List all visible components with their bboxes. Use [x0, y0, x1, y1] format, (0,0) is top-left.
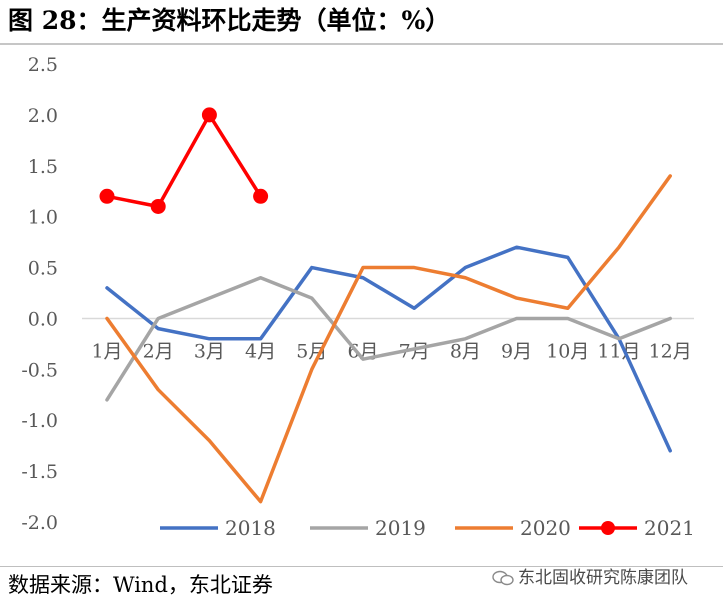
footer-divider [0, 566, 723, 567]
line-chart: 2.5 2.0 1.5 1.0 0.5 0.0 -0.5 -1.0 -1.5 -2.0 1月 2月 3… [21, 54, 695, 540]
y-tick-label: 2.0 [28, 105, 58, 127]
x-tick-label: 11月 [597, 340, 640, 362]
chart-legend: 2018 2019 2020 2021 [160, 516, 695, 540]
data-point-2021 [150, 198, 166, 214]
legend-item-2020: 2020 [455, 516, 571, 540]
watermark: 东北固收研究陈康团队 [492, 566, 688, 590]
title-divider [0, 43, 723, 45]
y-tick-label: -0.5 [21, 359, 58, 381]
y-tick-label: 0.0 [28, 308, 58, 330]
figure-title: 图 28：生产资料环比走势（单位：%） [8, 6, 451, 35]
series-2020 [105, 174, 672, 504]
y-tick-label: 0.5 [28, 258, 58, 280]
series-line-2020 [105, 174, 672, 504]
legend-item-2019: 2019 [310, 516, 426, 540]
y-tick-label: 2.5 [28, 54, 58, 76]
y-axis-ticks: 2.5 2.0 1.5 1.0 0.5 0.0 -0.5 -1.0 -1.5 -2.0 [21, 54, 58, 534]
series-line-2018 [105, 245, 672, 453]
x-tick-label: 12月 [649, 340, 692, 362]
x-tick-label: 8月 [450, 340, 481, 362]
x-tick-label: 1月 [91, 340, 122, 362]
legend-item-2018: 2018 [160, 516, 276, 540]
source-note: 数据来源：Wind，东北证券 [8, 573, 273, 597]
watermark-text: 东北固收研究陈康团队 [518, 568, 688, 588]
y-tick-label: -2.0 [21, 512, 58, 534]
x-tick-label: 9月 [501, 340, 532, 362]
data-point-2021 [99, 188, 115, 204]
data-point-2021 [253, 188, 269, 204]
y-tick-label: 1.5 [28, 156, 58, 178]
series-line-2019 [105, 275, 672, 402]
series-2019 [105, 275, 672, 402]
legend-label: 2020 [520, 516, 571, 540]
wechat-icon [492, 570, 514, 586]
series-2021 [99, 107, 269, 214]
y-tick-label: -1.5 [21, 461, 58, 483]
legend-label: 2018 [225, 516, 276, 540]
y-tick-label: -1.0 [21, 410, 58, 432]
series-line-2021 [105, 113, 263, 209]
x-tick-label: 2月 [143, 340, 174, 362]
series-layer [99, 107, 672, 504]
x-axis-ticks: 1月 2月 3月 4月 5月 6月 7月 8月 9月 10月 11月 12月 [91, 340, 691, 362]
legend-label: 2019 [375, 516, 426, 540]
y-tick-label: 1.0 [28, 207, 58, 229]
legend-item-2021: 2021 [579, 516, 695, 540]
x-tick-label: 4月 [245, 340, 276, 362]
x-tick-label: 10月 [546, 340, 589, 362]
data-point-2021 [201, 107, 217, 123]
legend-label: 2021 [644, 516, 695, 540]
x-tick-label: 3月 [194, 340, 225, 362]
legend-marker [601, 521, 615, 535]
series-2018 [105, 245, 672, 453]
